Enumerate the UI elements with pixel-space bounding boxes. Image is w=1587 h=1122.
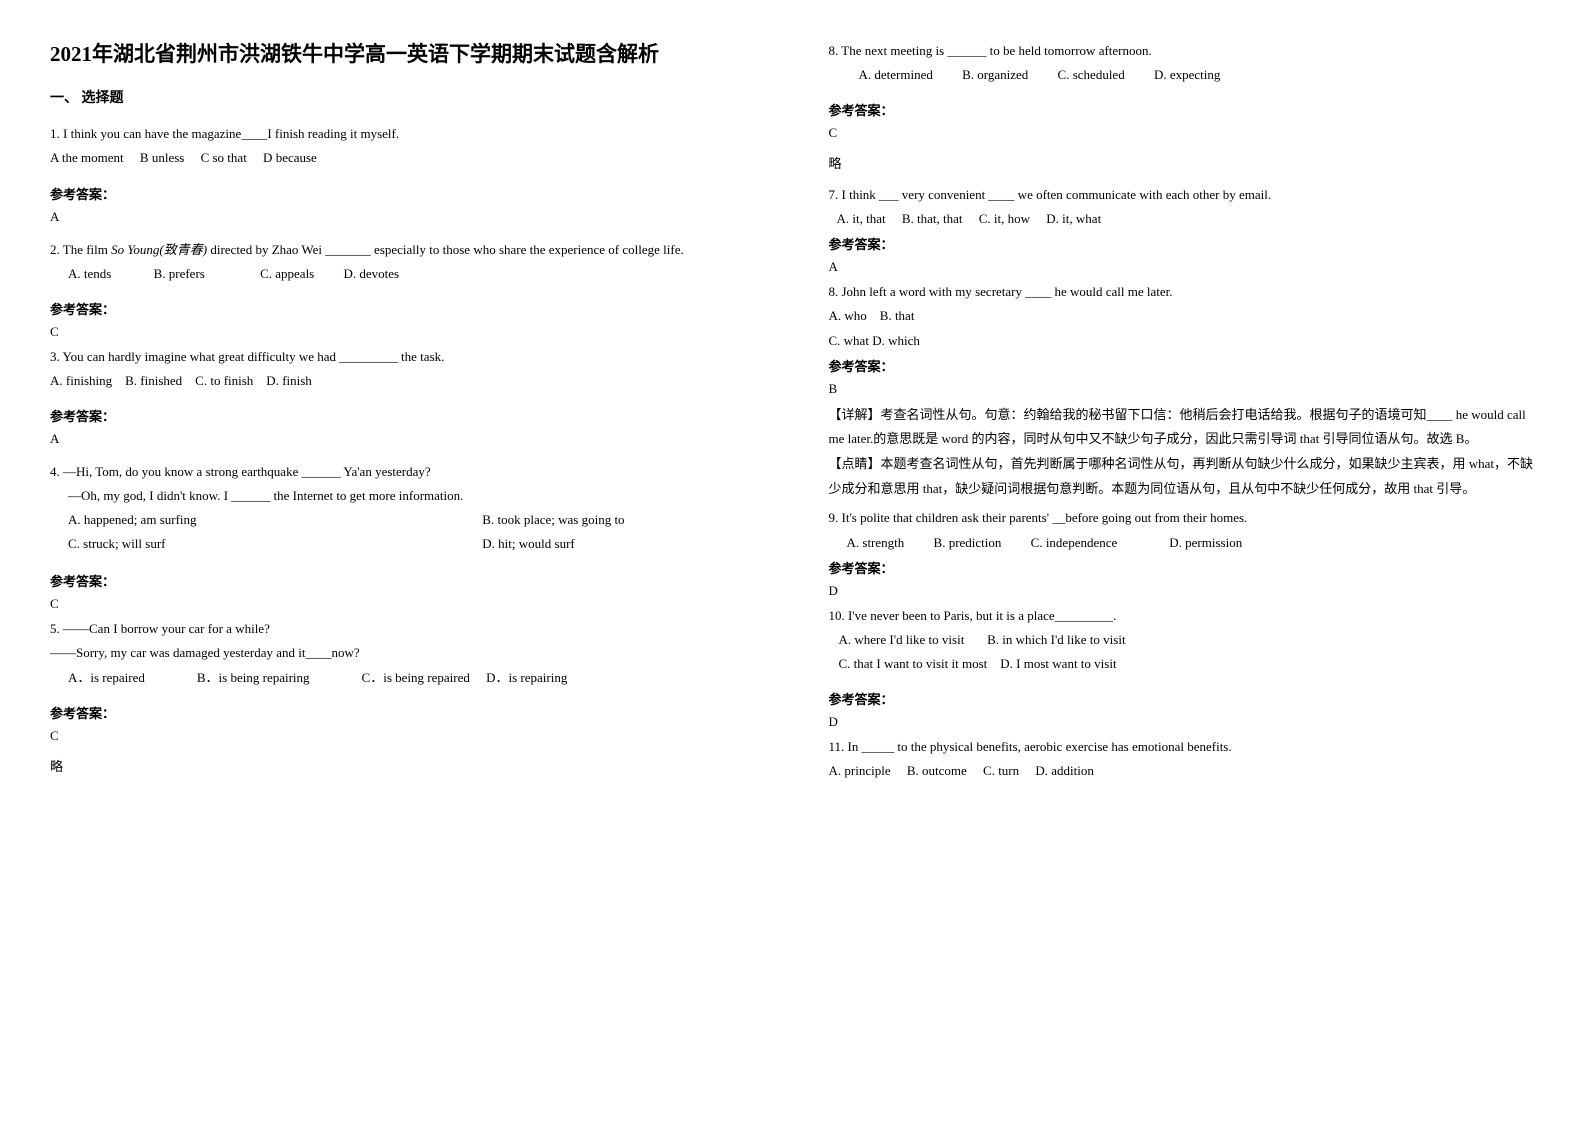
q6-note: 略 — [829, 153, 1538, 172]
question-11: 11. In _____ to the physical benefits, a… — [829, 736, 1538, 782]
q9-text: 9. It's polite that children ask their p… — [829, 507, 1538, 529]
q4-optB: B. took place; was going to — [482, 509, 758, 531]
question-1: 1. I think you can have the magazine____… — [50, 123, 759, 169]
q1-answer: A — [50, 209, 759, 225]
question-5: 5. ——Can I borrow your car for a while? … — [50, 618, 759, 688]
q5-answer: C — [50, 728, 759, 744]
question-10: 10. I've never been to Paris, but it is … — [829, 605, 1538, 675]
question-2: 2. The film So Young(致青春) directed by Zh… — [50, 239, 759, 285]
q8-detail: 【详解】考查名词性从句。句意：约翰给我的秘书留下口信：他稍后会打电话给我。根据句… — [829, 403, 1538, 452]
q10-optA: A. where I'd like to visit — [839, 632, 965, 647]
q6-answer: C — [829, 125, 1538, 141]
page-title: 2021年湖北省荆州市洪湖铁牛中学高一英语下学期期末试题含解析 — [50, 40, 759, 69]
q8-answer: B — [829, 381, 1538, 397]
q6-text: 8. The next meeting is ______ to be held… — [829, 40, 1538, 62]
question-4: 4. —Hi, Tom, do you know a strong earthq… — [50, 461, 759, 557]
question-8: 8. John left a word with my secretary __… — [829, 281, 1538, 351]
q2-options: A. tends B. prefers C. appeals D. devote… — [50, 263, 759, 285]
answer-label: 参考答案： — [50, 571, 759, 590]
q4-optA: A. happened; am surfing — [68, 509, 482, 531]
q4-optD: D. hit; would surf — [482, 533, 758, 555]
q1-options: A the moment B unless C so that D becaus… — [50, 147, 759, 169]
question-7: 7. I think ___ very convenient ____ we o… — [829, 184, 1538, 230]
answer-label: 参考答案： — [50, 703, 759, 722]
q9-answer: D — [829, 583, 1538, 599]
question-9: 9. It's polite that children ask their p… — [829, 507, 1538, 553]
answer-label: 参考答案： — [829, 100, 1538, 119]
q4-answer: C — [50, 596, 759, 612]
q1-text: 1. I think you can have the magazine____… — [50, 123, 759, 145]
q10-answer: D — [829, 714, 1538, 730]
q5-options: A．is repaired B．is being repairing C．is … — [50, 667, 759, 689]
q8-text: 8. John left a word with my secretary __… — [829, 281, 1538, 303]
q10-text: 10. I've never been to Paris, but it is … — [829, 605, 1538, 627]
q4-line2: —Oh, my god, I didn't know. I ______ the… — [50, 485, 759, 507]
q10-optC: C. that I want to visit it most — [839, 656, 988, 671]
question-6: 8. The next meeting is ______ to be held… — [829, 40, 1538, 86]
q2-italic: So Young(致青春) — [111, 242, 207, 257]
q7-answer: A — [829, 259, 1538, 275]
q6-options: A. determined B. organized C. scheduled … — [829, 64, 1538, 86]
answer-label: 参考答案： — [829, 234, 1538, 253]
answer-label: 参考答案： — [50, 184, 759, 203]
q2-answer: C — [50, 324, 759, 340]
section-header: 一、 选择题 — [50, 87, 759, 107]
q11-options: A. principle B. outcome C. turn D. addit… — [829, 760, 1538, 782]
answer-label: 参考答案： — [50, 299, 759, 318]
q11-text: 11. In _____ to the physical benefits, a… — [829, 736, 1538, 758]
q7-text: 7. I think ___ very convenient ____ we o… — [829, 184, 1538, 206]
q5-note: 略 — [50, 756, 759, 775]
answer-label: 参考答案： — [829, 558, 1538, 577]
q3-text: 3. You can hardly imagine what great dif… — [50, 346, 759, 368]
q4-line1: 4. —Hi, Tom, do you know a strong earthq… — [50, 461, 759, 483]
q10-optD: D. I most want to visit — [1000, 656, 1116, 671]
q2-text-a: 2. The film — [50, 242, 111, 257]
q8-optB: C. what D. which — [829, 330, 1538, 352]
q2-text-b: directed by Zhao Wei _______ especially … — [207, 242, 684, 257]
answer-label: 参考答案： — [50, 406, 759, 425]
q4-optC: C. struck; will surf — [68, 533, 482, 555]
answer-label: 参考答案： — [829, 356, 1538, 375]
q3-options: A. finishing B. finished C. to finish D.… — [50, 370, 759, 392]
answer-label: 参考答案： — [829, 689, 1538, 708]
q9-options: A. strength B. prediction C. independenc… — [829, 532, 1538, 554]
q7-options: A. it, that B. that, that C. it, how D. … — [829, 208, 1538, 230]
question-3: 3. You can hardly imagine what great dif… — [50, 346, 759, 392]
q5-line2: ——Sorry, my car was damaged yesterday an… — [50, 642, 759, 664]
q10-optB: B. in which I'd like to visit — [987, 632, 1125, 647]
q8-tip: 【点睛】本题考查名词性从句，首先判断属于哪种名词性从句，再判断从句缺少什么成分，… — [829, 452, 1538, 501]
q8-optA: A. who B. that — [829, 305, 1538, 327]
q5-line1: 5. ——Can I borrow your car for a while? — [50, 618, 759, 640]
q3-answer: A — [50, 431, 759, 447]
